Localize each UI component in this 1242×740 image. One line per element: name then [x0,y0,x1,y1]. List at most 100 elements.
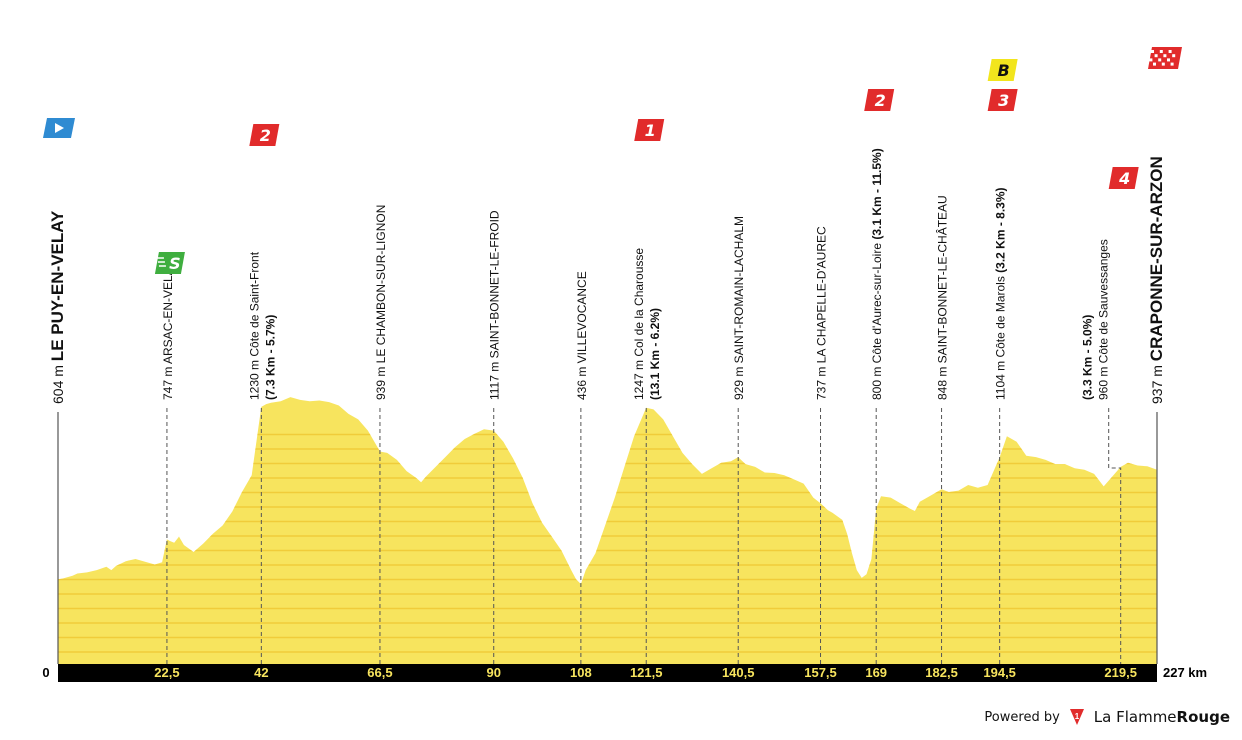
point-label: 604 m LE PUY-EN-VELAY [48,210,67,404]
checkered-flag-icon [1158,58,1162,62]
badge-text: 1 [645,121,656,140]
checkered-flag-icon [1151,50,1154,53]
route-point: 848 m SAINT-BONNET-LE-CHÂTEAU [935,195,950,400]
axis-tick-label: 157,5 [804,665,837,680]
climb-badge-shape [634,119,665,141]
axis-tick-label: 66,5 [367,665,392,680]
route-point: (3.3 Km - 5.0%) 960 m Côte de Sauvessange… [1081,239,1111,400]
point-label-text: 747 m ARSAC-EN-VELAY [161,260,175,400]
axis-tick-label: 42 [254,665,268,680]
point-label-text: 937 m [1149,361,1165,404]
checkered-flag-icon [1170,62,1174,66]
point-label-text: 960 m Côte de Sauvessanges [1097,239,1111,400]
axis-tick-label: 194,5 [983,665,1016,680]
leader-line [1108,408,1122,664]
point-label-text: 1117 m SAINT-BONNET-LE-FROID [488,210,502,400]
point-label-bold: (3.1 Km - 11.5%) [870,148,884,239]
route-point: 747 m ARSAC-EN-VELAY [161,260,175,400]
point-label-text: 737 m LA CHAPELLE-D'AUREC [815,226,829,400]
elevation-profile-area [58,397,1157,664]
climb-badge-icon: 2 [864,89,895,111]
badge-text: B [998,61,1010,80]
badge-text: 3 [998,91,1009,110]
checkered-flag-icon [1154,54,1158,58]
badge-text: S [169,254,181,273]
point-label-text: 1247 m Col de la Charousse [632,248,646,400]
point-label-text: 436 m VILLEVOCANCE [575,271,589,400]
point-label: (13.1 Km - 6.2%) [648,308,662,400]
route-point: 737 m LA CHAPELLE-D'AUREC [815,226,829,400]
route-point: 1117 m SAINT-BONNET-LE-FROID [488,210,502,400]
climb-badge-icon: 4 [1108,167,1139,189]
climb-badge-shape [249,124,280,146]
distance-axis-bar [58,664,1157,682]
checkered-flag-icon [1163,54,1167,58]
route-point: 604 m LE PUY-EN-VELAY [48,210,67,404]
axis-end-label: 227 km [1163,665,1207,680]
play-arrow-icon [55,123,64,133]
point-label-text: 939 m LE CHAMBON-SUR-LIGNON [374,205,388,400]
axis-tick-label: 169 [865,665,887,680]
point-label-bold: (3.2 Km - 8.3%) [994,187,1008,272]
checkered-flag-icon [1149,58,1153,62]
checkered-flag-icon [1161,62,1165,66]
climb-badge-icon: 2 [249,124,280,146]
climb-badge-shape [1108,167,1139,189]
point-label: 848 m SAINT-BONNET-LE-CHÂTEAU [935,195,950,400]
point-label: 929 m SAINT-ROMAIN-LACHALM [732,216,746,400]
checkered-flag-icon [1159,50,1163,53]
checkered-flag-icon [1167,58,1170,62]
route-point: 939 m LE CHAMBON-SUR-LIGNON [374,205,388,400]
point-label: 939 m LE CHAMBON-SUR-LIGNON [374,205,388,400]
point-label-text: 1230 m Côte de Saint-Front [247,251,261,400]
point-label: 937 m CRAPONNE-SUR-ARZON [1147,156,1166,404]
point-label: (3.3 Km - 5.0%) [1081,315,1095,400]
axis-tick-label: 22,5 [154,665,179,680]
point-label-text: 800 m Côte d'Aurec-sur-Loire [870,240,884,400]
point-label: (7.3 Km - 5.7%) [263,315,277,400]
axis-tick-label: 121,5 [630,665,663,680]
checkered-flag-icon [1153,62,1156,66]
brand-bold: Rouge [1176,708,1230,726]
point-label: 1117 m SAINT-BONNET-LE-FROID [488,210,502,400]
route-point: 1230 m Côte de Saint-Front (7.3 Km - 5.7%… [247,251,277,400]
bonus-badge-shape [987,59,1018,81]
svg-text:1: 1 [1075,712,1080,721]
flamme-rouge-logo-icon: 1 [1069,709,1084,725]
point-label-bold: LE PUY-EN-VELAY [48,210,67,361]
climb-badge-shape [987,89,1018,111]
powered-by-text: Powered by [984,709,1060,725]
point-label-text: 848 m SAINT-BONNET-LE-CHÂTEAU [935,195,950,400]
point-label-text: 929 m SAINT-ROMAIN-LACHALM [732,216,746,400]
climb-badge-shape [864,89,895,111]
point-label-text: (3.3 Km - 5.0%) [1081,315,1095,400]
route-point: 929 m SAINT-ROMAIN-LACHALM [732,216,746,400]
finish-badge-icon [1148,47,1182,69]
bonus-badge-icon: B [987,59,1018,81]
point-label: 960 m Côte de Sauvessanges [1097,239,1111,400]
point-label: 1230 m Côte de Saint-Front [247,251,261,400]
point-label: 737 m LA CHAPELLE-D'AUREC [815,226,829,400]
axis-tick-label: 108 [570,665,592,680]
badge-text: 2 [260,126,271,145]
sprint-badge-icon: S [154,252,185,274]
point-label-bold: CRAPONNE-SUR-ARZON [1147,156,1166,361]
credit-footer: Powered by 1 La FlammeRouge [984,708,1230,726]
point-label-text: (7.3 Km - 5.7%) [263,315,277,400]
checkered-flag-icon [1172,54,1176,58]
point-label: 1104 m Côte de Marols (3.2 Km - 8.3%) [994,187,1008,400]
climb-badge-icon: 1 [634,119,665,141]
point-label-text: 1104 m Côte de Marols [994,273,1008,400]
axis-tick-label: 219,5 [1104,665,1137,680]
axis-tick-label: 140,5 [722,665,755,680]
point-label-text: 604 m [50,361,66,404]
route-point: 1247 m Col de la Charousse (13.1 Km - 6.2… [632,248,662,400]
checkered-flag-icon [1168,50,1172,53]
climb-badge-icon: 3 [987,89,1018,111]
badge-text: 4 [1118,169,1130,188]
point-label: 436 m VILLEVOCANCE [575,271,589,400]
route-point: 800 m Côte d'Aurec-sur-Loire (3.1 Km - 1… [870,148,884,400]
route-point: 937 m CRAPONNE-SUR-ARZON [1147,156,1166,404]
axis-tick-label: 182,5 [925,665,958,680]
